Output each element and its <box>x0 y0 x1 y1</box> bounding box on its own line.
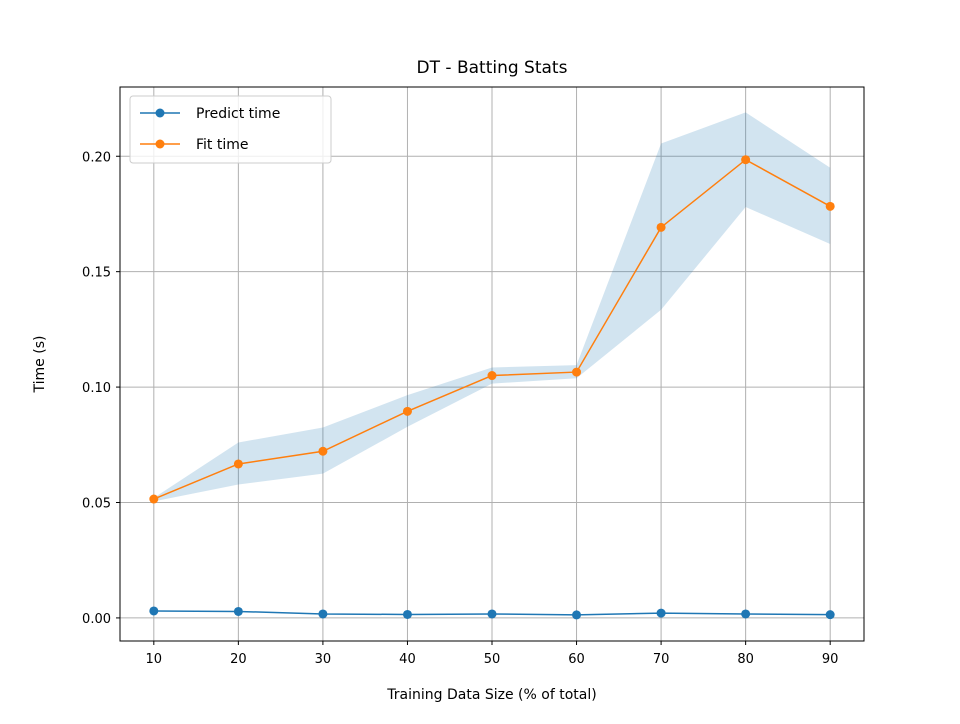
predict-time-point <box>318 609 328 619</box>
y-tick-label: 0.10 <box>82 381 111 396</box>
confidence-bands <box>153 112 831 502</box>
predict-time-point <box>487 609 497 619</box>
x-tick-label: 10 <box>146 652 163 667</box>
x-tick-label: 20 <box>230 652 247 667</box>
fit-time-point <box>318 446 328 456</box>
fit-time-point <box>741 155 751 165</box>
y-axis-label: Time (s) <box>32 336 48 394</box>
x-tick-label: 90 <box>822 652 839 667</box>
fit-time-point <box>402 406 412 416</box>
x-axis-label: Training Data Size (% of total) <box>386 687 596 703</box>
fit-time-point <box>487 371 497 381</box>
predict-time-point <box>656 608 666 618</box>
legend-fit-time-label: Fit time <box>196 137 249 153</box>
legend-box <box>129 95 332 164</box>
axis-ticks: 10 20 30 40 50 60 70 80 90 0.00 0.05 0.10 0.15 0.20 <box>82 150 838 667</box>
legend-predict-time-label: Predict time <box>196 106 280 122</box>
predict-time-point <box>825 610 835 620</box>
predict-time-point <box>741 609 751 619</box>
chart-title: DT - Batting Stats <box>417 58 568 78</box>
fit-time-point <box>233 459 243 469</box>
confidence-band <box>153 112 831 502</box>
y-tick-label: 0.05 <box>82 497 111 512</box>
fit-time-point <box>149 494 159 504</box>
series-lines <box>149 155 835 620</box>
legend-fit-time-marker <box>155 139 165 149</box>
y-tick-label: 0.20 <box>82 150 111 165</box>
y-tick-label: 0.15 <box>82 266 111 281</box>
predict-time-point <box>402 609 412 619</box>
fit-time-point <box>572 367 582 377</box>
fit-time-point <box>656 222 666 232</box>
predict-time-point <box>149 606 159 616</box>
x-tick-label: 50 <box>484 652 501 667</box>
legend-predict-time-marker <box>155 108 165 118</box>
x-tick-label: 70 <box>653 652 670 667</box>
legend: Predict time Fit time <box>129 95 332 164</box>
predict-time-point <box>572 610 582 620</box>
x-tick-label: 40 <box>399 652 416 667</box>
x-tick-label: 80 <box>737 652 754 667</box>
predict-time-point <box>233 606 243 616</box>
y-tick-label: 0.00 <box>82 612 111 627</box>
fit-time-point <box>825 201 835 211</box>
x-tick-label: 60 <box>568 652 585 667</box>
x-tick-label: 30 <box>315 652 332 667</box>
